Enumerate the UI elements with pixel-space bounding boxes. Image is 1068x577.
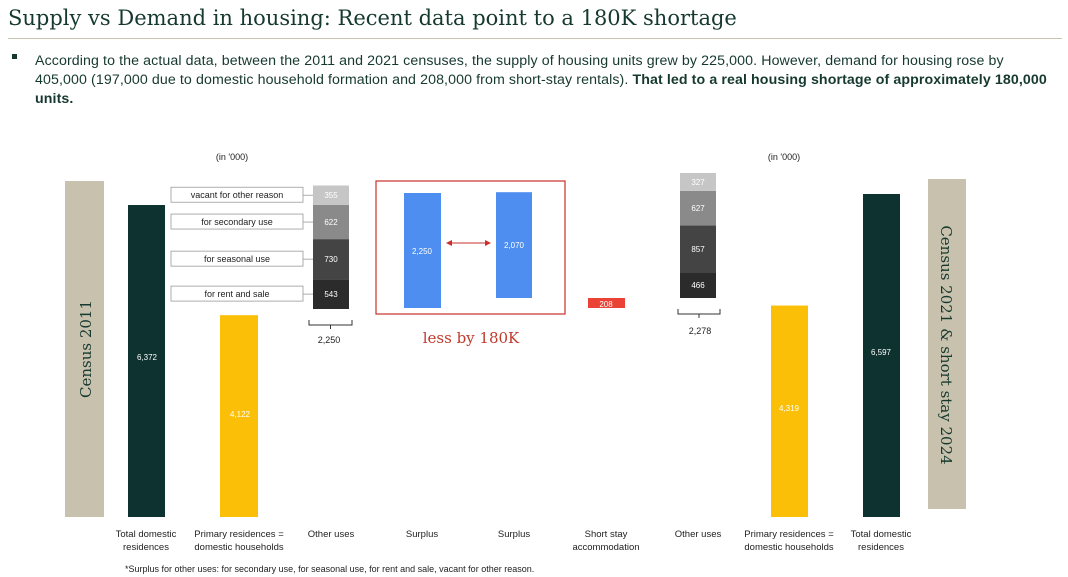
stack-2011-segment-1 <box>313 279 349 309</box>
bar-surplus-2011-label: 2,250 <box>412 247 433 256</box>
category-label-line: Other uses <box>675 529 722 540</box>
callout-box-4 <box>170 186 304 203</box>
census-2021-label: Census 2021 & short stay 2024 <box>937 225 955 464</box>
summary-emphasis: That led to a real housing shortage of a… <box>35 72 1047 107</box>
bar-primary-2021 <box>771 305 808 517</box>
summary-text: According to the actual data, between th… <box>35 53 1004 88</box>
category-label-5: Surplus <box>498 529 530 540</box>
callout-label-4: vacant for other reason <box>191 190 284 200</box>
bar-surplus-2011 <box>404 193 441 308</box>
stack-2011-segment-4-label: 355 <box>324 191 338 200</box>
title-divider <box>8 38 1062 39</box>
callout-box-3 <box>170 213 304 230</box>
stack-2021-segment-3-label: 627 <box>691 204 705 213</box>
census-2011-panel <box>65 181 104 517</box>
stack-2021-segment-4 <box>680 173 716 191</box>
category-label-line: Total domestic <box>851 529 912 540</box>
census-2011-label: Census 2011 <box>77 300 95 398</box>
stack-2021-segment-1 <box>680 272 716 298</box>
stack-2011-segment-2 <box>313 239 349 280</box>
bar-primary-2021-label: 4,319 <box>779 404 800 413</box>
stack-2021-bracket <box>677 309 721 318</box>
category-label-line: residences <box>858 542 904 553</box>
stack-2011-segment-4 <box>313 185 349 205</box>
stack-2011-segment-1-label: 543 <box>324 290 338 299</box>
category-label-9: Total domestic residences <box>851 529 912 553</box>
stack-2011-segment-3 <box>313 204 349 240</box>
category-label-line: accommodation <box>572 542 639 553</box>
category-label-3: Other uses <box>308 529 355 540</box>
category-label-6: Short stay accommodation <box>572 529 639 553</box>
page-title: Supply vs Demand in housing: Recent data… <box>8 6 737 30</box>
category-label-line: Surplus <box>498 529 530 540</box>
category-label-4: Surplus <box>406 529 438 540</box>
unit-label-left: (in '000) <box>216 152 248 162</box>
stack-2021-segment-2 <box>680 225 716 273</box>
category-label-line: Short stay <box>585 529 628 540</box>
stack-2011-bracket <box>308 320 353 329</box>
bullet-marker <box>12 54 17 59</box>
footnote: *Surplus for other uses: for secondary u… <box>125 564 535 574</box>
stack-2021-segment-4-label: 327 <box>691 178 705 187</box>
category-label-1: Total domestic residences <box>116 529 177 553</box>
stack-2011-segment-3-label: 622 <box>324 218 338 227</box>
category-label-line: domestic households <box>744 542 833 553</box>
bar-short-stay-label: 208 <box>599 300 613 309</box>
callout-box-2 <box>170 250 304 267</box>
category-label-line: Surplus <box>406 529 438 540</box>
gap-arrow-head-left <box>446 240 452 246</box>
category-label-line: Other uses <box>308 529 355 540</box>
callout-label-3: for secondary use <box>201 217 273 227</box>
bar-total-2011 <box>128 205 165 518</box>
unit-label-right: (in '000) <box>768 152 800 162</box>
category-label-line: Primary residences = <box>194 529 284 540</box>
callout-box-1 <box>170 285 304 302</box>
stack-2021-total: 2,278 <box>689 326 712 336</box>
summary-paragraph: According to the actual data, between th… <box>35 52 1055 109</box>
bar-primary-2011 <box>220 315 258 517</box>
bar-total-2011-label: 6,372 <box>137 353 158 362</box>
category-label-line: residences <box>123 542 169 553</box>
stack-2021-segment-1-label: 466 <box>691 281 705 290</box>
category-label-line: Total domestic <box>116 529 177 540</box>
bar-total-2021-label: 6,597 <box>871 348 892 357</box>
callout-label-2: for seasonal use <box>204 254 270 264</box>
category-label-8: Primary residences = domestic households <box>744 529 834 553</box>
bar-total-2021 <box>863 194 900 517</box>
category-label-line: Primary residences = <box>744 529 834 540</box>
category-label-7: Other uses <box>675 529 722 540</box>
bar-short-stay <box>588 298 625 308</box>
bar-surplus-2021-label: 2,070 <box>504 241 525 250</box>
bar-primary-2011-label: 4,122 <box>230 410 251 419</box>
stack-2011-total: 2,250 <box>318 335 341 345</box>
callout-label-1: for rent and sale <box>204 289 269 299</box>
stack-2011-segment-2-label: 730 <box>324 255 338 264</box>
census-2021-panel <box>928 179 966 509</box>
gap-arrow-head-right <box>485 240 491 246</box>
category-label-line: domestic households <box>194 542 283 553</box>
stack-2021-segment-3 <box>680 190 716 226</box>
bar-surplus-2021 <box>496 192 532 298</box>
stack-2021-segment-2-label: 857 <box>691 245 705 254</box>
category-label-2: Primary residences = domestic households <box>194 529 284 553</box>
highlight-box <box>375 180 566 315</box>
gap-label: less by 180K <box>423 329 520 347</box>
